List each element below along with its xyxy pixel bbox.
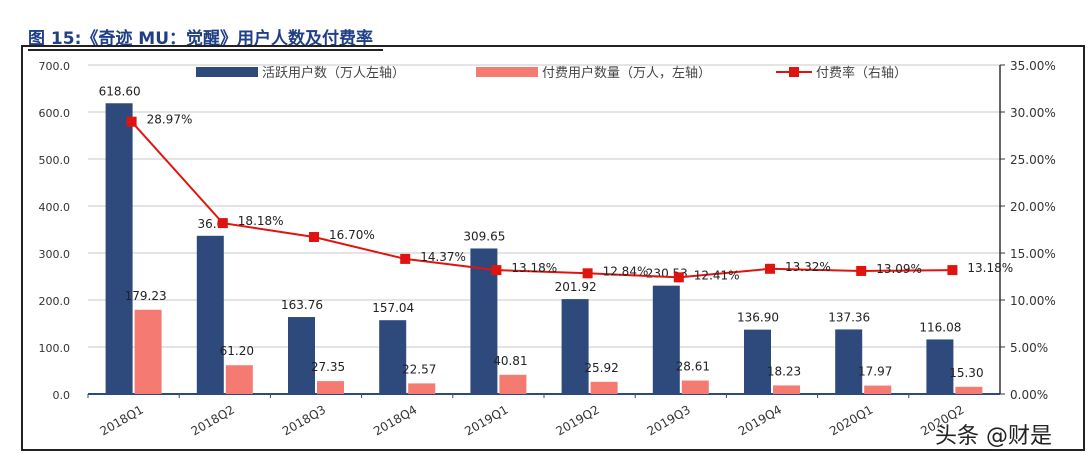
pay-rate-label: 16.70% [329,228,375,242]
legend-marker-rate [789,67,799,77]
pay-rate-marker [765,263,775,274]
paying-users-label: 61.20 [220,344,254,358]
active-users-bar [835,329,863,394]
right-tick-label: 30.00% [1010,106,1056,120]
active-users-bar [561,299,589,394]
paying-users-bar [955,386,983,394]
right-tick-label: 35.00% [1010,59,1056,73]
active-users-label: 116.08 [919,320,961,334]
pay-rate-marker [217,218,228,229]
right-tick-label: 10.00% [1010,294,1056,308]
paying-users-label: 15.30 [949,366,983,380]
left-tick-label: 0.0 [53,389,71,402]
pay-rate-marker [309,232,319,243]
paying-users-label: 25.92 [584,361,618,375]
pay-rate-marker [947,265,958,276]
watermark: 头条 @财是 [935,424,1052,449]
pay-rate-marker [673,272,684,283]
left-tick-label: 300.0 [39,248,71,261]
right-tick-label: 25.00% [1010,153,1056,167]
active-users-bar [652,285,680,394]
paying-users-label: 27.35 [311,360,345,374]
legend-label-active: 活跃用户数（万人左轴） [262,65,405,81]
legend-label-paying: 付费用户数量（万人，左轴） [542,65,711,81]
chart-frame [21,45,1085,451]
active-users-label: 163.76 [281,298,323,312]
active-users-bar [196,235,224,394]
active-users-bar [105,103,133,395]
pay-rate-label: 28.97% [147,113,193,127]
legend-label-rate: 付费率（右轴） [816,65,907,81]
pay-rate-label: 13.09% [876,262,922,276]
active-users-label: 136.90 [737,311,779,325]
active-users-label: 618.60 [99,84,141,98]
right-tick-label: 0.00% [1010,388,1048,402]
category-label: 2019Q2 [553,403,601,439]
active-users-bar [288,317,315,394]
pay-rate-label: 18.18% [238,214,284,228]
paying-users-label: 179.23 [125,289,167,303]
pay-rate-label: 12.84% [603,264,649,278]
category-label: 2019Q4 [736,403,784,439]
pay-rate-marker [400,253,411,264]
paying-users-bar [864,385,892,394]
paying-users-label: 40.81 [493,354,527,368]
chart-title: 图 15:《奇迹 MU：觉醒》用户人数及付费率 [28,24,384,51]
pay-rate-label: 13.18% [967,261,1013,275]
pay-rate-marker [491,265,502,276]
left-tick-label: 700.0 [39,60,71,73]
pay-rate-marker [856,265,867,276]
right-tick-label: 15.00% [1010,247,1056,261]
paying-users-bar [499,374,527,394]
right-tick-label: 5.00% [1010,341,1048,355]
pay-rate-label: 14.37% [420,250,466,264]
active-users-label: 36.6 [197,217,224,231]
active-users-label: 157.04 [372,301,414,315]
left-tick-label: 600.0 [39,107,71,120]
paying-users-bar [317,381,344,394]
paying-users-label: 28.61 [676,360,710,374]
category-label: 2019Q3 [645,403,693,439]
right-tick-label: 20.00% [1010,200,1056,214]
category-label: 2020Q1 [827,403,875,439]
paying-users-label: 17.97 [858,365,892,379]
paying-users-bar [134,309,162,394]
category-label: 2019Q1 [462,403,510,439]
active-users-bar [926,339,954,394]
legend-swatch-active [196,67,258,77]
left-tick-label: 200.0 [39,295,71,308]
left-tick-label: 400.0 [39,201,71,214]
active-users-label: 137.36 [828,310,870,324]
pay-rate-label: 13.18% [511,261,557,275]
legend-swatch-paying [476,67,538,77]
active-users-label: 309.65 [463,229,505,243]
active-users-bar [744,329,771,394]
left-tick-label: 500.0 [39,154,71,167]
pay-rate-label: 13.32% [785,260,831,274]
paying-users-bar [225,365,253,394]
paying-users-bar [773,385,800,394]
category-label: 2018Q2 [189,403,237,439]
pay-rate-marker [582,268,593,279]
paying-users-label: 18.23 [767,364,801,378]
paying-users-label: 22.57 [402,362,436,376]
paying-users-bar [590,381,618,394]
category-label: 2018Q1 [97,403,145,439]
category-label: 2018Q3 [280,403,328,439]
left-tick-label: 100.0 [39,342,71,355]
paying-users-bar [408,383,436,394]
paying-users-bar [681,380,709,394]
active-users-bar [379,320,407,394]
pay-rate-line [130,121,953,279]
pay-rate-label: 12.41% [694,268,740,282]
active-users-label: 201.92 [555,280,597,294]
pay-rate-marker [126,116,137,127]
category-label: 2018Q4 [371,403,419,439]
